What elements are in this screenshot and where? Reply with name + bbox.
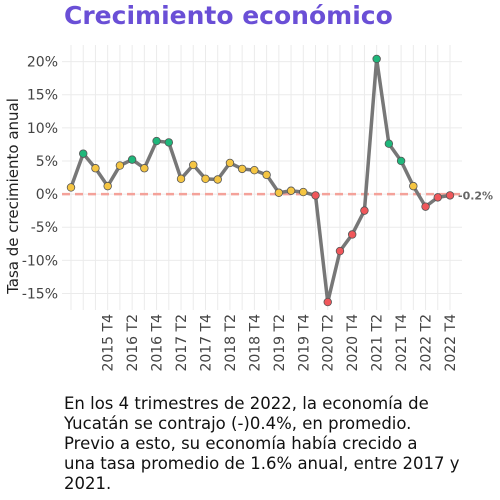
point (201, 174, 210, 184)
y-tick-label: 0% (36, 187, 58, 203)
point (250, 166, 259, 175)
x-tick-label: 2018 T2 (223, 314, 239, 372)
x-tick-label: 2022 T2 (419, 314, 435, 372)
point (335, 246, 345, 256)
point (152, 136, 161, 146)
y-tick-label: -10% (22, 253, 58, 269)
y-tick-label: -15% (22, 286, 58, 302)
point (347, 230, 357, 239)
point (115, 161, 125, 170)
note-line: Yucatán se contrajo (-)0.4%, en promedio… (64, 414, 412, 433)
x-tick-label: 2015 T4 (101, 314, 117, 372)
y-tick-label: 20% (27, 55, 58, 71)
point (237, 164, 247, 174)
point (372, 54, 381, 64)
point (225, 158, 235, 168)
chart-title: Crecimiento económico (64, 1, 393, 30)
point (140, 164, 149, 173)
x-tick-label: 2019 T4 (296, 314, 312, 372)
point (286, 186, 296, 195)
point (66, 183, 76, 192)
x-tick-label: 2017 T2 (174, 314, 190, 372)
point (409, 181, 418, 191)
note-line: una tasa promedio de 1.6% anual, entre 2… (64, 454, 460, 473)
line (69, 57, 451, 304)
point (91, 164, 100, 173)
x-tick-label: 2016 T4 (150, 314, 166, 372)
note-line: 2021. (64, 474, 112, 493)
value-label: -0.2% (458, 189, 493, 202)
y-tick-label: 15% (27, 88, 58, 104)
point (262, 170, 271, 180)
y-tick-label: 10% (27, 121, 58, 137)
point (79, 149, 88, 158)
point (127, 155, 137, 164)
point (396, 156, 406, 166)
point (384, 139, 394, 148)
x-tick-label: 2021 T4 (394, 314, 410, 372)
point (421, 202, 430, 211)
point (103, 181, 112, 191)
point (445, 191, 455, 200)
note: En los 4 trimestres de 2022, la economía… (64, 394, 494, 494)
point (433, 193, 442, 202)
point (360, 206, 369, 215)
note-line: En los 4 trimestres de 2022, la economía… (64, 394, 429, 413)
point (189, 160, 198, 170)
point (299, 187, 308, 197)
y-tick-label: 5% (36, 154, 58, 170)
x-tick-label: 2020 T4 (345, 314, 361, 372)
point (213, 175, 222, 184)
point (274, 188, 284, 197)
note-line: Previo a esto, su economía había crecido… (64, 434, 418, 453)
point (311, 191, 320, 200)
y-tick-label: -5% (31, 220, 58, 236)
x-tick-label: 2016 T2 (125, 314, 141, 372)
point (164, 138, 174, 147)
y-axis-label: Tasa de crecimiento anual (4, 98, 22, 295)
x-tick-label: 2021 T2 (370, 314, 386, 372)
x-tick-label: 2017 T4 (198, 314, 214, 372)
point (176, 174, 186, 184)
x-tick-label: 2020 T2 (321, 314, 337, 372)
point (323, 297, 332, 307)
x-tick-label: 2019 T2 (272, 314, 288, 372)
x-tick-label: 2022 T4 (443, 314, 459, 372)
x-tick-label: 2018 T4 (247, 314, 263, 372)
